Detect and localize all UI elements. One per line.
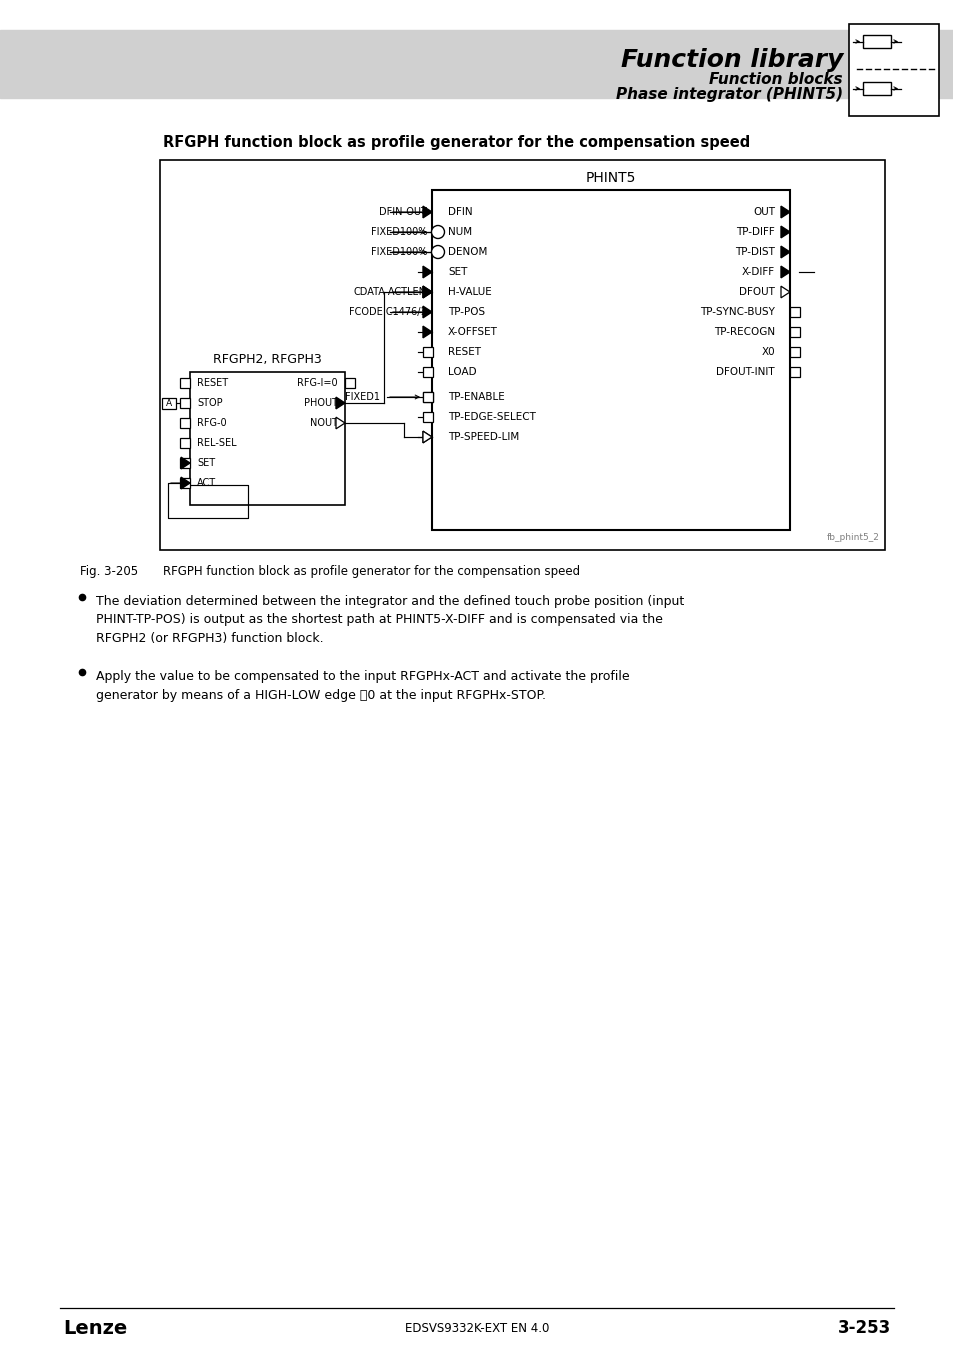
Polygon shape: [781, 266, 789, 278]
Bar: [848, 24, 938, 116]
Text: Function library: Function library: [620, 49, 842, 72]
Bar: [160, 161, 884, 549]
Polygon shape: [422, 286, 432, 298]
Text: X-DIFF: X-DIFF: [741, 267, 774, 277]
Polygon shape: [422, 306, 432, 317]
Bar: [789, 327, 800, 338]
Polygon shape: [781, 207, 789, 217]
Text: TP-DIFF: TP-DIFF: [736, 227, 774, 238]
Bar: [180, 378, 190, 387]
Text: LOAD: LOAD: [448, 367, 476, 377]
Text: fb_phint5_2: fb_phint5_2: [826, 533, 879, 541]
Text: RFG-I=0: RFG-I=0: [297, 378, 337, 387]
Text: RESET: RESET: [448, 347, 480, 356]
Bar: [180, 437, 190, 448]
Text: PHINT5: PHINT5: [585, 171, 636, 185]
Text: DENOM: DENOM: [448, 247, 487, 256]
Text: Function blocks: Function blocks: [709, 73, 842, 88]
Text: A: A: [166, 398, 172, 408]
Text: RFGPH function block as profile generator for the compensation speed: RFGPH function block as profile generato…: [163, 135, 749, 150]
Text: CDATA-ACTLEN: CDATA-ACTLEN: [354, 288, 427, 297]
Polygon shape: [181, 477, 190, 489]
Text: TP-ENABLE: TP-ENABLE: [448, 392, 504, 402]
Bar: [789, 347, 800, 356]
Polygon shape: [422, 207, 432, 217]
Bar: [422, 392, 433, 402]
Polygon shape: [781, 227, 789, 238]
Polygon shape: [422, 266, 432, 278]
Text: TP-DIST: TP-DIST: [735, 247, 774, 256]
Text: TP-POS: TP-POS: [448, 306, 485, 317]
Text: FIXED1: FIXED1: [345, 392, 379, 402]
Text: DFOUT: DFOUT: [739, 288, 774, 297]
Text: TP-EDGE-SELECT: TP-EDGE-SELECT: [448, 412, 536, 423]
Bar: [422, 367, 433, 377]
Text: NUM: NUM: [448, 227, 472, 238]
Bar: [180, 478, 190, 487]
Text: FIXED100%: FIXED100%: [370, 247, 427, 256]
Polygon shape: [422, 431, 432, 443]
Bar: [0, 30, 953, 99]
Text: X-OFFSET: X-OFFSET: [448, 327, 497, 338]
Text: SET: SET: [448, 267, 467, 277]
Polygon shape: [781, 246, 789, 258]
Bar: [162, 398, 175, 409]
Bar: [180, 458, 190, 468]
Text: Phase integrator (PHINT5): Phase integrator (PHINT5): [616, 88, 842, 103]
Text: TP-RECOGN: TP-RECOGN: [713, 327, 774, 338]
Polygon shape: [335, 397, 345, 409]
Text: X0: X0: [760, 347, 774, 356]
Bar: [422, 412, 433, 423]
Text: NOUT: NOUT: [310, 418, 337, 428]
Bar: [862, 35, 890, 49]
Polygon shape: [335, 417, 345, 429]
Text: RFG-0: RFG-0: [196, 418, 227, 428]
Text: H-VALUE: H-VALUE: [448, 288, 491, 297]
Text: PHOUT: PHOUT: [304, 398, 337, 408]
Polygon shape: [781, 286, 789, 298]
Text: FIXED100%: FIXED100%: [370, 227, 427, 238]
Circle shape: [431, 225, 444, 239]
Text: Apply the value to be compensated to the input RFGPHx-ACT and activate the profi: Apply the value to be compensated to the…: [96, 670, 629, 702]
Polygon shape: [181, 458, 190, 468]
Bar: [345, 378, 355, 387]
Text: DFIN-OUT: DFIN-OUT: [378, 207, 427, 217]
Text: SET: SET: [196, 458, 214, 468]
Text: The deviation determined between the integrator and the defined touch probe posi: The deviation determined between the int…: [96, 595, 683, 645]
Bar: [422, 347, 433, 356]
Circle shape: [431, 246, 444, 258]
Text: STOP: STOP: [196, 398, 222, 408]
Bar: [180, 418, 190, 428]
Polygon shape: [422, 431, 432, 443]
Text: OUT: OUT: [752, 207, 774, 217]
Text: TP-SPEED-LIM: TP-SPEED-LIM: [448, 432, 518, 441]
Bar: [432, 190, 789, 531]
Bar: [180, 398, 190, 408]
Text: ACT: ACT: [196, 478, 216, 487]
Text: Fig. 3-205: Fig. 3-205: [80, 566, 138, 578]
Bar: [789, 367, 800, 377]
Text: DFOUT-INIT: DFOUT-INIT: [716, 367, 774, 377]
Text: FCODE C1476/1: FCODE C1476/1: [349, 306, 427, 317]
Text: 3-253: 3-253: [837, 1319, 890, 1336]
Text: REL-SEL: REL-SEL: [196, 437, 236, 448]
Text: EDSVS9332K-EXT EN 4.0: EDSVS9332K-EXT EN 4.0: [404, 1322, 549, 1335]
Polygon shape: [422, 327, 432, 338]
Text: RESET: RESET: [196, 378, 228, 387]
Bar: [422, 392, 433, 402]
Bar: [789, 306, 800, 317]
Bar: [190, 373, 345, 505]
Text: RFGPH function block as profile generator for the compensation speed: RFGPH function block as profile generato…: [163, 566, 579, 578]
Text: TP-SYNC-BUSY: TP-SYNC-BUSY: [700, 306, 774, 317]
Text: Lenze: Lenze: [63, 1319, 127, 1338]
Polygon shape: [422, 286, 432, 298]
Bar: [862, 82, 890, 94]
Text: DFIN: DFIN: [448, 207, 472, 217]
Text: RFGPH2, RFGPH3: RFGPH2, RFGPH3: [213, 352, 321, 366]
